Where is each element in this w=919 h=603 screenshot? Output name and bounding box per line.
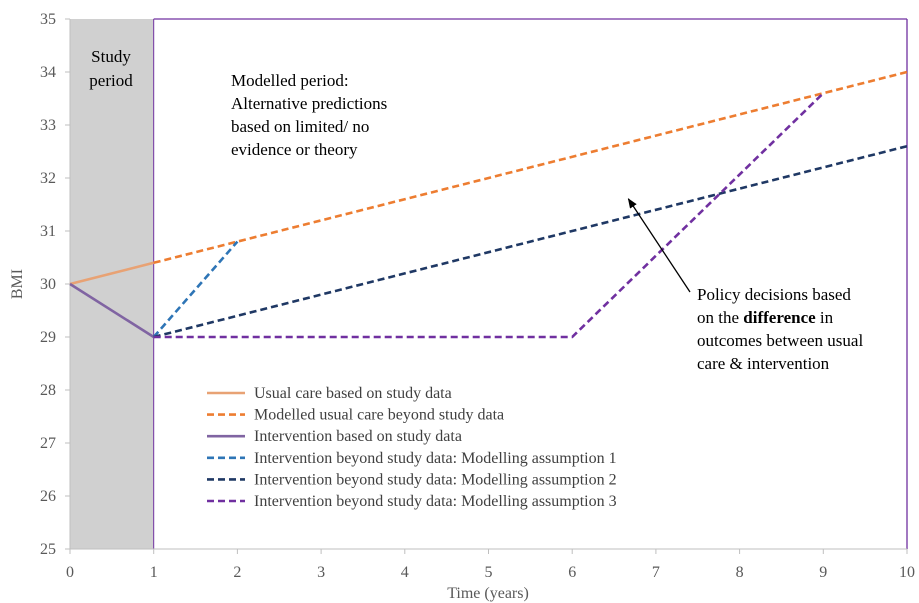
x-axis-title: Time (years) [447,585,529,602]
modelled-period-line-3: based on limited/ no [231,117,369,136]
series-line-4 [152,240,239,338]
legend-label-2: Modelled usual care beyond study data [254,407,504,424]
x-tick-label: 0 [66,564,74,581]
y-tick-label: 31 [40,223,56,240]
study-period-label-2: period [89,71,133,90]
x-tick-label: 4 [401,564,409,581]
series-line-6 [153,92,825,339]
policy-note-line-3: outcomes between usual [697,331,863,350]
legend-label-3: Intervention based on study data [254,428,462,445]
x-tick-label: 9 [819,564,827,581]
plot-background [70,18,908,549]
y-tick-label: 28 [40,382,56,399]
x-tick-label: 1 [150,564,158,581]
y-tick-label: 29 [40,329,56,346]
policy-note-bold: difference [743,308,816,327]
x-tick-label: 6 [568,564,576,581]
policy-note-line-2: on the difference in [697,308,834,327]
y-tick-label: 27 [40,435,56,452]
y-tick-label: 26 [40,488,56,505]
policy-note-line-4: care & intervention [697,354,830,373]
policy-note-line-1: Policy decisions based [697,285,851,304]
modelled-period-line-1: Modelled period: [231,71,349,90]
x-tick-label: 8 [736,564,744,581]
y-tick-label: 34 [40,64,56,81]
x-tick-label: 10 [899,564,915,581]
study-period-shade [70,19,154,549]
x-tick-label: 7 [652,564,660,581]
y-tick-label: 33 [40,117,56,134]
y-tick-label: 35 [40,11,56,28]
legend-label-6: Intervention beyond study data: Modellin… [254,493,617,510]
policy-note-line-2-pre: on the [697,308,743,327]
series-line-1 [69,261,155,286]
legend-label-5: Intervention beyond study data: Modellin… [254,471,617,488]
policy-arrow [627,198,691,293]
x-tick-label: 2 [233,564,241,581]
study-period-label-1: Study [91,47,131,66]
series-line-2 [153,70,908,265]
series-line-3 [69,282,155,339]
y-tick-label: 25 [40,541,56,558]
series-layer [69,70,908,339]
legend-label-1: Usual care based on study data [254,385,452,402]
legend-label-4: Intervention beyond study data: Modellin… [254,450,617,467]
x-tick-label: 5 [485,564,493,581]
legend: Usual care based on study data Modelled u… [207,385,617,510]
modelled-period-line-4: evidence or theory [231,140,358,159]
annotations: Study period Modelled period: Alternativ… [89,47,863,373]
series-line-5 [153,144,908,339]
y-tick-label: 32 [40,170,56,187]
policy-note-line-2-post: in [816,308,834,327]
y-tick-label: 30 [40,276,56,293]
x-tick-label: 3 [317,564,325,581]
modelled-period-line-2: Alternative predictions [231,94,387,113]
y-axis-title: BMI [9,269,26,299]
